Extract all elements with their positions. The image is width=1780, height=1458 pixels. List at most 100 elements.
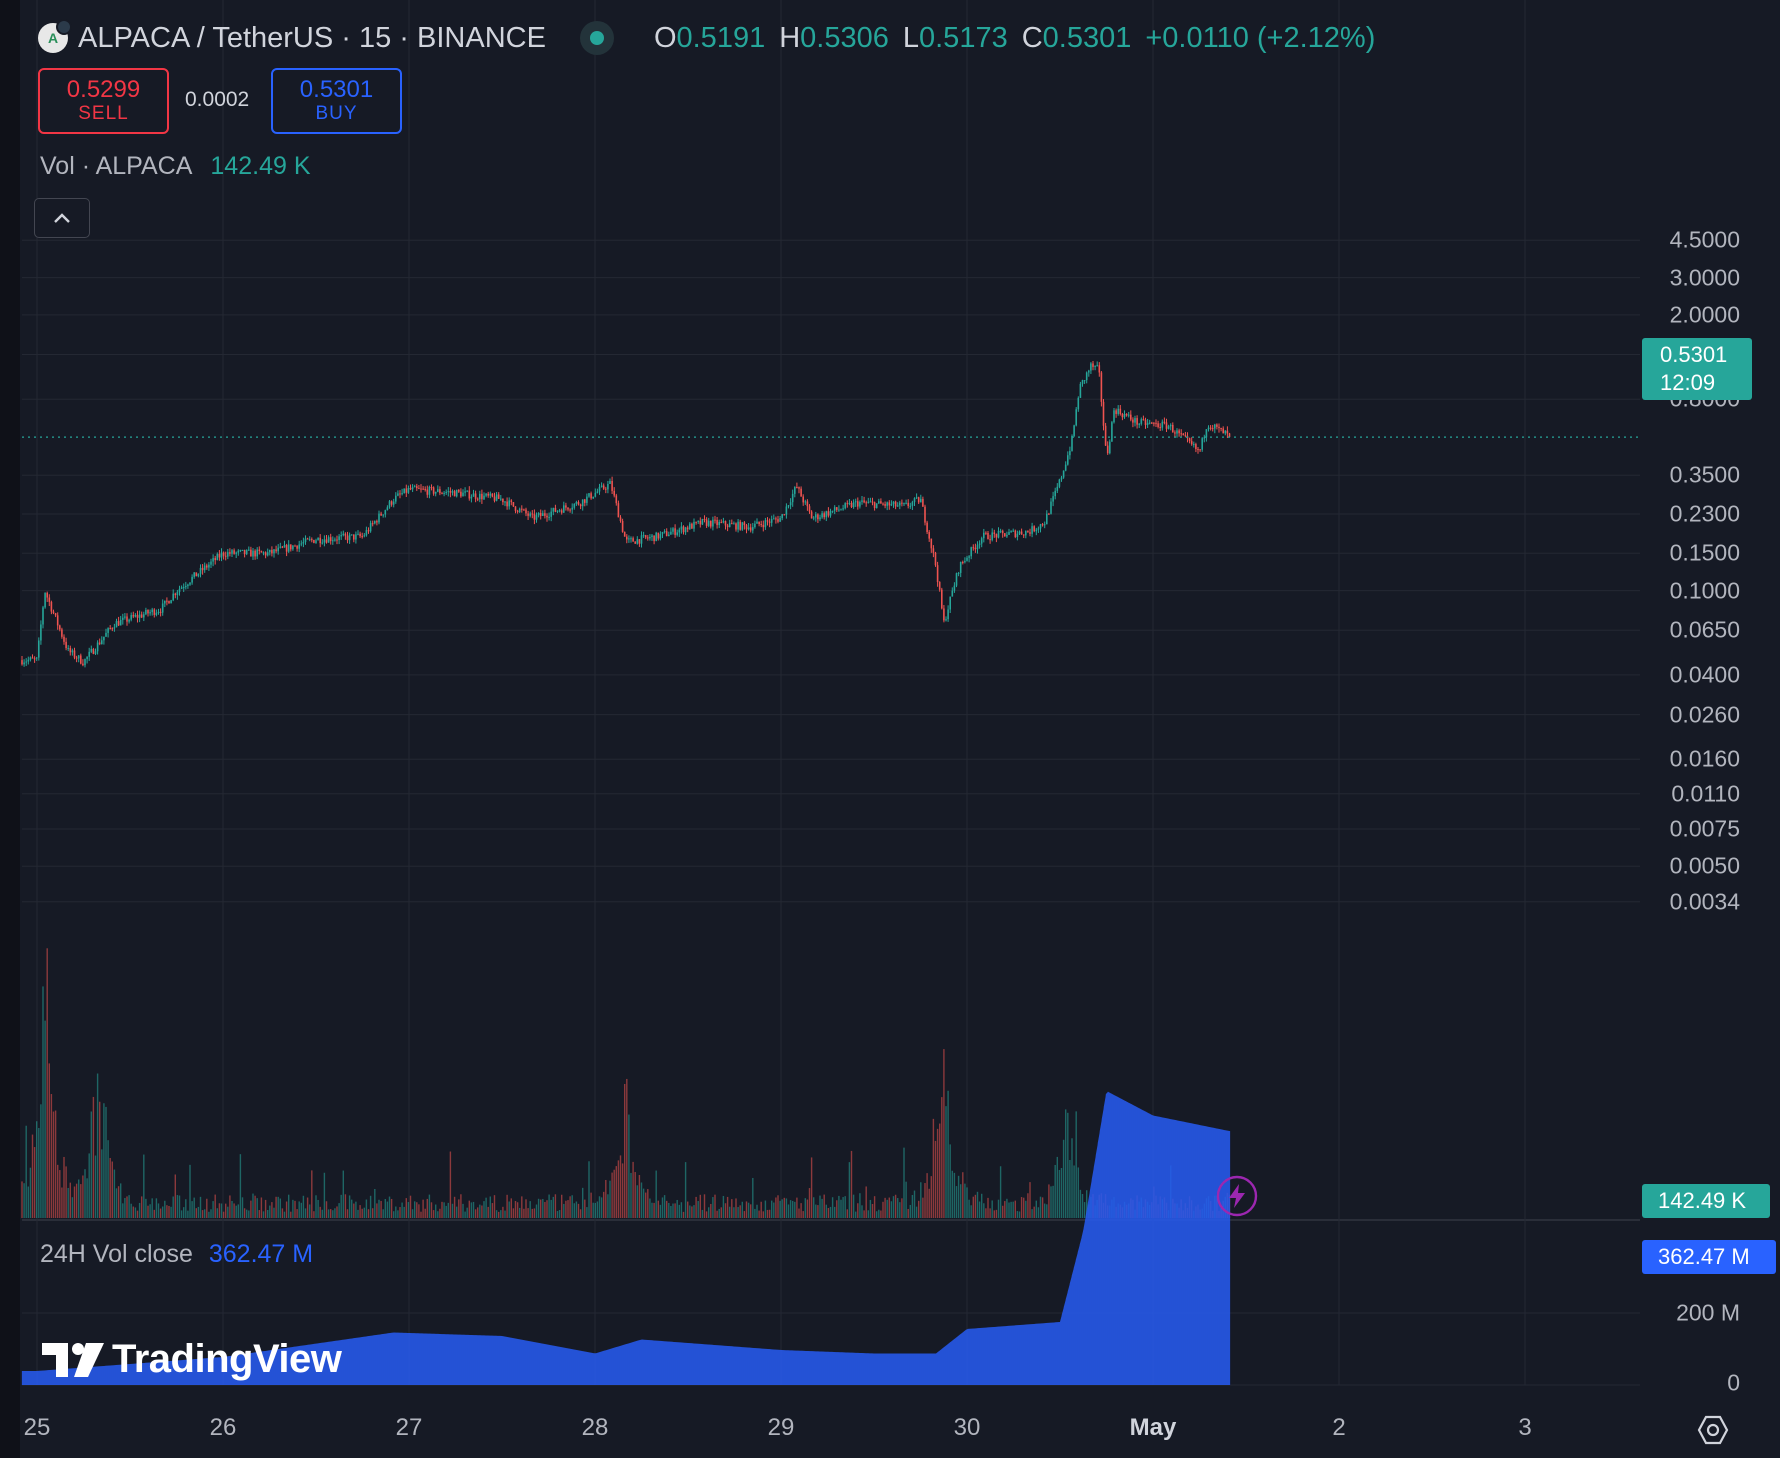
volume-bar	[170, 1206, 172, 1218]
volume-bar	[516, 1202, 519, 1218]
volume-bar	[365, 1199, 368, 1218]
symbol-title[interactable]: ALPACA / TetherUS · 15 · BINANCE	[78, 21, 546, 54]
candle-body	[294, 545, 296, 547]
candle-body	[741, 522, 744, 530]
volume-bar	[575, 1201, 578, 1218]
volume-bar	[460, 1194, 462, 1218]
candle-body	[189, 582, 191, 585]
indicator-legend[interactable]: 24H Vol close 362.47 M	[40, 1240, 313, 1269]
collapse-legend-button[interactable]	[34, 198, 90, 238]
candle-body	[50, 601, 53, 612]
candle-body	[884, 504, 886, 506]
candle-body	[680, 526, 683, 530]
volume-bar	[254, 1195, 256, 1218]
candle-body	[953, 585, 956, 591]
candle-body	[600, 485, 603, 487]
volume-bar	[577, 1203, 580, 1218]
sell-button[interactable]: 0.5299 SELL	[38, 68, 169, 134]
volume-bar	[281, 1208, 284, 1218]
volume-bar	[451, 1203, 454, 1218]
candle-body	[655, 532, 657, 542]
buy-button[interactable]: 0.5301 BUY	[271, 68, 402, 134]
candle-body	[789, 502, 792, 506]
volume-bar	[682, 1211, 685, 1218]
candle-body	[962, 561, 964, 563]
volume-bar	[1046, 1204, 1048, 1218]
candle-body	[523, 509, 525, 511]
volume-bar	[766, 1209, 769, 1218]
volume-bar	[269, 1205, 271, 1218]
volume-bar	[99, 1101, 101, 1218]
gear-icon[interactable]	[1697, 1414, 1729, 1446]
candle-body	[361, 536, 363, 538]
candle-body	[924, 506, 926, 523]
volume-bar	[428, 1194, 431, 1218]
candle-body	[113, 627, 116, 629]
candle-body	[892, 501, 895, 505]
volume-bar	[141, 1196, 143, 1218]
volume-bar	[884, 1197, 886, 1218]
volume-bar	[624, 1083, 626, 1218]
volume-bar	[311, 1170, 313, 1218]
volume-bar	[1073, 1165, 1075, 1218]
candle-body	[1214, 424, 1216, 429]
candle-body	[815, 514, 817, 518]
volume-bar	[88, 1153, 90, 1218]
volume-bar	[911, 1195, 914, 1218]
candle-body	[191, 576, 193, 583]
candle-body	[1211, 428, 1214, 430]
volume-bar	[691, 1206, 693, 1218]
candle-body	[770, 518, 773, 523]
candle-body	[531, 513, 534, 515]
volume-bar	[187, 1210, 189, 1218]
candle-body	[527, 513, 529, 516]
volume-legend[interactable]: Vol · ALPACA 142.49 K	[40, 152, 311, 181]
candle-body	[31, 657, 34, 659]
time-tick-label: 29	[767, 1414, 795, 1441]
candle-body	[203, 565, 206, 571]
volume-bar	[781, 1199, 783, 1218]
volume-bar	[239, 1154, 242, 1218]
volume-bar	[855, 1211, 857, 1218]
volume-bar	[678, 1204, 680, 1218]
volume-bar	[395, 1206, 397, 1218]
volume-bar	[840, 1199, 842, 1218]
candle-body	[651, 535, 653, 537]
candle-body	[949, 596, 951, 610]
volume-bar	[976, 1191, 979, 1218]
time-tick-label: 26	[209, 1414, 237, 1441]
candle-body	[993, 532, 996, 535]
candle-body	[369, 523, 372, 532]
volume-bar	[422, 1199, 424, 1218]
volume-bar	[367, 1209, 370, 1218]
candle-body	[609, 480, 611, 484]
candle-body	[785, 506, 788, 515]
volume-bar	[997, 1199, 1000, 1218]
tradingview-logo[interactable]: TradingView	[42, 1335, 342, 1383]
candle-body	[686, 527, 689, 530]
candle-body	[909, 505, 912, 507]
candle-body	[569, 509, 571, 511]
candle-body	[516, 510, 519, 512]
candle-body	[243, 549, 246, 555]
alpaca-token-icon[interactable]: A	[38, 19, 72, 53]
volume-bar	[764, 1200, 767, 1218]
candle-body	[657, 532, 660, 539]
candle-body	[556, 510, 559, 512]
market-status-icon[interactable]	[579, 21, 614, 55]
candle-body	[901, 502, 903, 504]
candle-body	[1146, 422, 1149, 425]
candle-body	[350, 534, 353, 536]
candle-body	[838, 509, 840, 511]
candle-body	[164, 600, 166, 604]
candle-body	[985, 532, 987, 534]
volume-bar	[825, 1204, 827, 1218]
volume-bar	[80, 1184, 82, 1218]
candle-body	[848, 502, 851, 504]
lightning-icon[interactable]	[1216, 1175, 1258, 1217]
candle-body	[712, 519, 714, 527]
candle-body	[1092, 363, 1094, 367]
candle-body	[206, 565, 208, 568]
candle-body	[613, 490, 615, 496]
